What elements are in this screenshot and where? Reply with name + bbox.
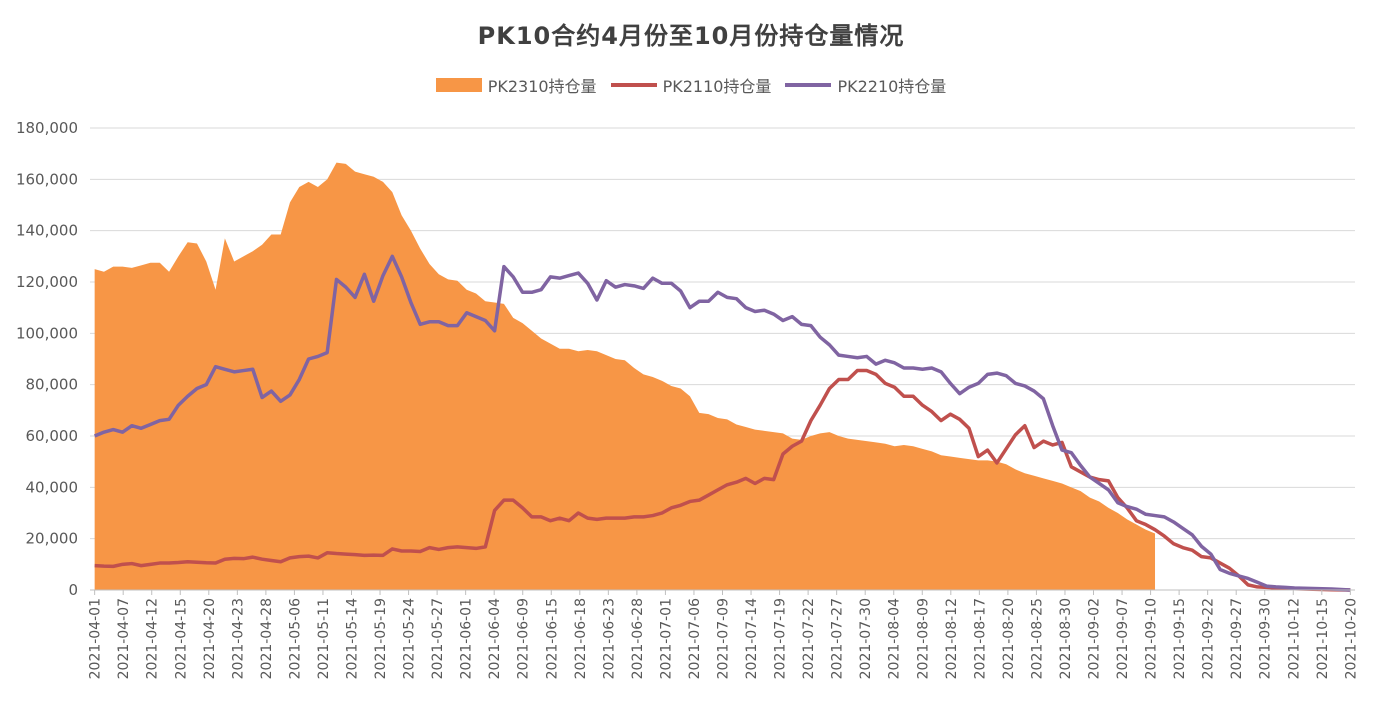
chart-legend: PK2310持仓量 PK2110持仓量 PK2210持仓量 [0,73,1382,97]
x-tick-label: 2021-04-01 [88,598,104,679]
x-tick-label: 2021-09-22 [1201,598,1217,679]
legend-item-pk2210: PK2210持仓量 [785,73,946,97]
x-tick-label: 2021-06-18 [573,598,589,679]
legend-item-pk2310: PK2310持仓量 [435,73,597,97]
x-tick-label: 2021-04-23 [230,598,246,679]
x-tick-label: 2021-07-19 [773,598,789,679]
x-tick-label: 2021-09-27 [1229,598,1245,679]
y-tick-label: 40,000 [26,478,79,496]
x-tick-label: 2021-06-23 [601,598,617,679]
x-tick-label: 2021-04-20 [202,598,218,679]
x-tick-label: 2021-10-12 [1286,598,1302,679]
x-tick-label: 2021-05-24 [402,598,418,679]
chart-title: PK10合约4月份至10月份持仓量情况 [477,22,905,50]
x-tick-label: 2021-08-09 [915,598,931,679]
x-tick-label: 2021-04-12 [145,598,161,679]
y-tick-label: 180,000 [16,119,78,137]
x-tick-label: 2021-04-15 [173,598,189,679]
x-tick-label: 2021-06-04 [487,598,503,679]
x-tick-label: 2021-06-15 [544,598,560,679]
x-tick-label: 2021-09-07 [1115,598,1131,679]
legend-item-pk2110: PK2110持仓量 [610,73,772,97]
x-tick-label: 2021-05-11 [316,598,332,679]
line-series-pk2210 [93,254,1351,592]
x-tick-label: 2021-09-30 [1258,598,1274,679]
x-tick-label: 2021-09-10 [1144,598,1160,679]
x-tick-label: 2021-04-07 [116,598,132,679]
x-tick-label: 2021-05-14 [344,598,360,679]
x-tick-label: 2021-09-15 [1172,598,1188,679]
x-tick-label: 2021-06-28 [630,598,646,679]
x-tick-label: 2021-07-06 [687,598,703,679]
y-tick-label: 80,000 [26,376,79,394]
y-tick-label: 120,000 [16,273,78,291]
x-tick-label: 2021-06-09 [516,598,532,679]
legend-swatch-pk2310 [435,78,482,92]
x-tick-label: 2021-06-01 [459,598,475,679]
legend-label-pk2310: PK2310持仓量 [487,77,597,96]
legend-label-pk2210: PK2210持仓量 [837,77,947,96]
x-tick-label: 2021-10-20 [1343,598,1359,679]
legend-swatch-pk2210 [785,83,832,87]
x-tick-label: 2021-04-28 [259,598,275,679]
y-tick-label: 60,000 [26,427,79,445]
area-series-pk2310 [94,162,1156,590]
x-tick-label: 2021-05-19 [373,598,389,679]
x-tick-label: 2021-07-22 [801,598,817,679]
line-series-pk2110 [94,368,1351,592]
x-tick-label: 2021-05-06 [287,598,303,679]
y-tick-label: 160,000 [16,170,78,188]
legend-label-pk2110: PK2110持仓量 [662,77,772,96]
x-tick-label: 2021-10-15 [1315,598,1331,679]
y-tick-label: 20,000 [26,530,79,548]
x-tick-label: 2021-08-12 [944,598,960,679]
y-tick-label: 0 [68,581,78,599]
x-tick-label: 2021-07-09 [716,598,732,679]
legend-swatch-pk2110 [610,83,657,87]
y-tick-label: 100,000 [16,324,78,342]
x-tick-label: 2021-08-17 [972,598,988,679]
x-tick-label: 2021-08-04 [887,598,903,679]
x-tick-label: 2021-07-14 [744,598,760,679]
x-tick-label: 2021-08-30 [1058,598,1074,679]
x-tick-label: 2021-08-20 [1001,598,1017,679]
y-tick-label: 140,000 [16,222,78,240]
x-tick-label: 2021-07-01 [658,598,674,679]
x-tick-label: 2021-05-27 [430,598,446,679]
x-tick-label: 2021-07-30 [858,598,874,679]
x-tick-label: 2021-08-25 [1029,598,1045,679]
x-tick-label: 2021-07-27 [830,598,846,679]
x-tick-label: 2021-09-02 [1087,598,1103,679]
